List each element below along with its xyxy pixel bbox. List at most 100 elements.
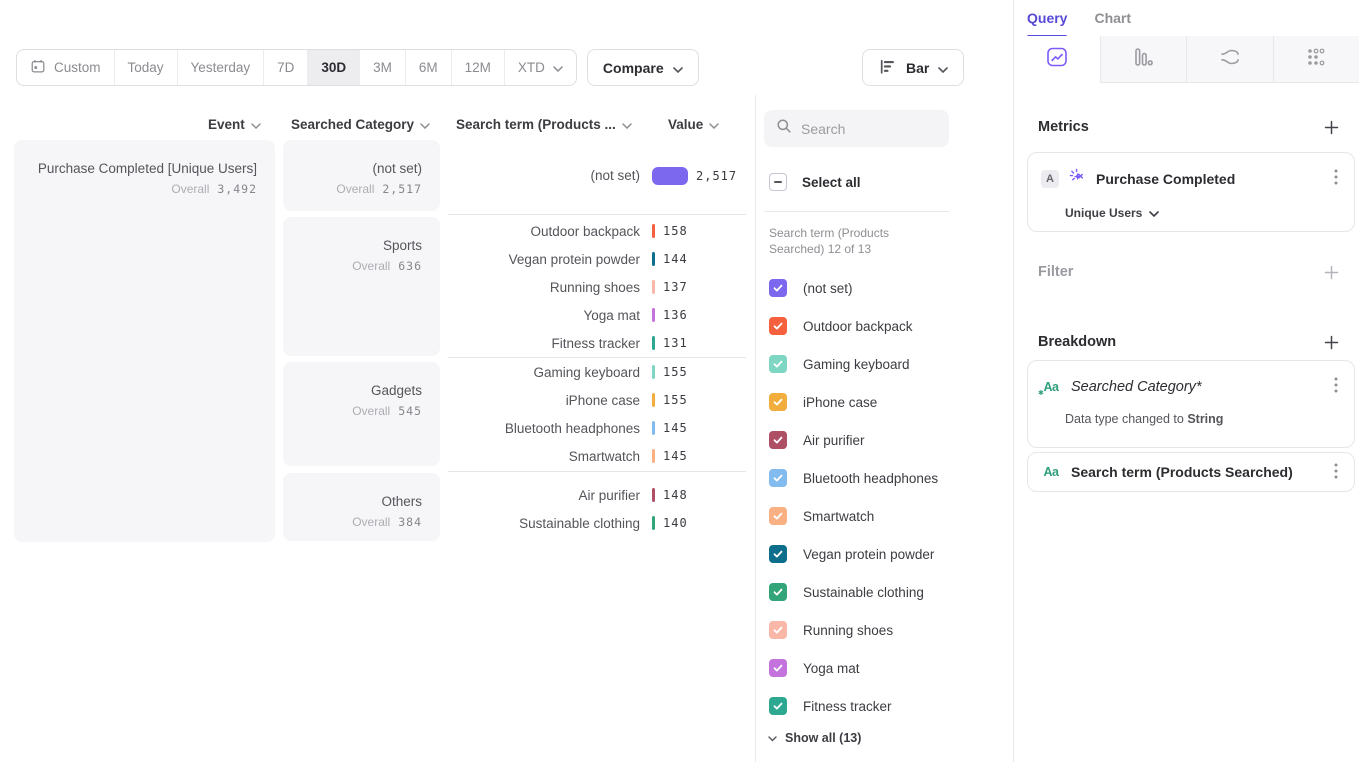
column-header-event[interactable]: Event <box>208 117 261 132</box>
column-header-search-term[interactable]: Search term (Products ... <box>456 117 632 132</box>
metric-letter-badge: A <box>1041 169 1059 188</box>
breakdown-card-searched-category[interactable]: Aa ✱ Searched Category* Data type changed… <box>1027 360 1355 448</box>
value-row[interactable]: iPhone case 155 <box>448 386 746 414</box>
tab-query[interactable]: Query <box>1027 10 1068 38</box>
legend-item[interactable]: Running shoes <box>769 611 938 649</box>
search-input[interactable] <box>801 120 937 137</box>
search-term-label: Vegan protein powder <box>508 251 640 267</box>
value-row[interactable]: Outdoor backpack 158 <box>448 217 746 245</box>
checkbox-checked[interactable] <box>769 355 787 373</box>
legend-item-label: Running shoes <box>803 622 894 638</box>
search-term-label: Gaming keyboard <box>533 364 640 380</box>
checkbox-checked[interactable] <box>769 279 787 297</box>
date-range-today[interactable]: Today <box>115 50 178 85</box>
checkbox-checked[interactable] <box>769 431 787 449</box>
add-metric-button[interactable] <box>1322 118 1340 136</box>
metric-card[interactable]: A Purchase Completed Unique Users <box>1027 152 1355 232</box>
compare-button[interactable]: Compare <box>586 49 699 86</box>
tab-insights[interactable] <box>1014 36 1100 83</box>
value-group-others: Air purifier 148 Sustainable clothing 14… <box>448 481 746 537</box>
date-range-custom[interactable]: Custom <box>17 50 115 85</box>
legend-item-label: Fitness tracker <box>803 698 892 714</box>
legend-item[interactable]: Outdoor backpack <box>769 307 938 345</box>
legend-item[interactable]: iPhone case <box>769 383 938 421</box>
tab-funnels[interactable] <box>1099 36 1186 83</box>
breakdown-section-title: Breakdown <box>1038 334 1117 350</box>
tab-retention[interactable] <box>1272 36 1359 83</box>
value-row[interactable]: Sustainable clothing 140 <box>448 509 746 537</box>
column-header-searched-category[interactable]: Searched Category <box>291 117 430 132</box>
value-text: 145 <box>663 449 688 463</box>
event-card[interactable]: Purchase Completed [Unique Users] Overal… <box>14 140 275 542</box>
legend-item-label: Outdoor backpack <box>803 318 913 334</box>
legend-item[interactable]: Gaming keyboard <box>769 345 938 383</box>
value-row[interactable]: Running shoes 137 <box>448 273 746 301</box>
checkbox-checked[interactable] <box>769 507 787 525</box>
legend-item[interactable]: (not set) <box>769 269 938 307</box>
bar-chart-icon <box>1132 46 1154 73</box>
value-row[interactable]: Yoga mat 136 <box>448 301 746 329</box>
tab-chart[interactable]: Chart <box>1094 10 1132 26</box>
category-card-others[interactable]: Others Overall 384 <box>283 473 440 541</box>
date-range-30d[interactable]: 30D <box>308 50 361 85</box>
category-card-not-set[interactable]: (not set) Overall 2,517 <box>283 140 440 211</box>
checkbox-checked[interactable] <box>769 393 787 411</box>
kebab-menu-icon[interactable] <box>1332 461 1340 484</box>
legend-item[interactable]: Bluetooth headphones <box>769 459 938 497</box>
value-row[interactable]: (not set) 2,517 <box>448 162 746 190</box>
legend-item-label: (not set) <box>803 280 853 296</box>
show-all-link[interactable]: Show all (13) <box>768 731 861 745</box>
legend-items: (not set) Outdoor backpack Gaming keyboa… <box>769 269 938 725</box>
value-row[interactable]: Vegan protein powder 144 <box>448 245 746 273</box>
date-range-6m[interactable]: 6M <box>406 50 452 85</box>
date-range-7d[interactable]: 7D <box>264 50 309 85</box>
checkbox-checked[interactable] <box>769 317 787 335</box>
date-range-12m[interactable]: 12M <box>452 50 505 85</box>
legend-item[interactable]: Air purifier <box>769 421 938 459</box>
search-term-label: iPhone case <box>565 392 640 408</box>
chevron-down-icon <box>1149 206 1160 220</box>
category-card-gadgets[interactable]: Gadgets Overall 545 <box>283 362 440 466</box>
event-sparkle-icon <box>1069 168 1086 190</box>
checkbox-checked[interactable] <box>769 697 787 715</box>
value-text: 137 <box>663 280 688 294</box>
value-text: 158 <box>663 224 688 238</box>
value-row[interactable]: Gaming keyboard 155 <box>448 358 746 386</box>
legend-item[interactable]: Vegan protein powder <box>769 535 938 573</box>
chart-type-button[interactable]: Bar <box>862 49 965 86</box>
checkbox-checked[interactable] <box>769 583 787 601</box>
checkbox-checked[interactable] <box>769 469 787 487</box>
chevron-down-icon <box>768 731 777 745</box>
date-range-xtd[interactable]: XTD <box>505 50 576 85</box>
kebab-menu-icon[interactable] <box>1332 167 1340 190</box>
category-card-sports[interactable]: Sports Overall 636 <box>283 217 440 356</box>
date-range-3m[interactable]: 3M <box>360 50 406 85</box>
value-text: 145 <box>663 421 688 435</box>
kebab-menu-icon[interactable] <box>1332 375 1340 398</box>
add-breakdown-button[interactable] <box>1322 333 1340 351</box>
column-header-value[interactable]: Value <box>668 117 720 132</box>
select-all-row[interactable]: Select all <box>769 173 861 191</box>
legend-item[interactable]: Sustainable clothing <box>769 573 938 611</box>
tab-flows[interactable] <box>1186 36 1273 83</box>
date-range-yesterday[interactable]: Yesterday <box>178 50 265 85</box>
retention-dots-icon <box>1305 46 1327 73</box>
select-all-checkbox[interactable] <box>769 173 787 191</box>
checkbox-checked[interactable] <box>769 621 787 639</box>
chart-type-label: Bar <box>906 59 930 76</box>
value-text: 2,517 <box>696 168 738 183</box>
checkbox-checked[interactable] <box>769 659 787 677</box>
value-row[interactable]: Air purifier 148 <box>448 481 746 509</box>
checkbox-checked[interactable] <box>769 545 787 563</box>
legend-item[interactable]: Smartwatch <box>769 497 938 535</box>
add-filter-button[interactable] <box>1322 263 1340 281</box>
breakdown-card-search-term[interactable]: Aa Search term (Products Searched) <box>1027 452 1355 492</box>
measure-dropdown[interactable]: Unique Users <box>1065 206 1354 220</box>
legend-item[interactable]: Fitness tracker <box>769 687 938 725</box>
value-row[interactable]: Bluetooth headphones 145 <box>448 414 746 442</box>
value-row[interactable]: Fitness tracker 131 <box>448 329 746 357</box>
value-row[interactable]: Smartwatch 145 <box>448 442 746 470</box>
column-header-label: Event <box>208 117 245 132</box>
chevron-down-icon <box>938 60 949 76</box>
legend-item[interactable]: Yoga mat <box>769 649 938 687</box>
